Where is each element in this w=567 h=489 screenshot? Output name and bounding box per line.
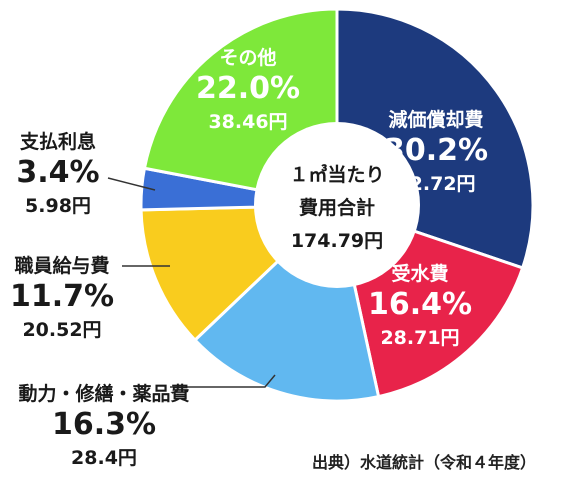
- slice-label-name-0: 減価償却費: [388, 108, 483, 131]
- center-label-line1: １㎥当たり: [289, 163, 384, 186]
- center-hole: [254, 122, 420, 288]
- center-label-line3: 174.79円: [291, 230, 383, 252]
- slice-label-percent-1: 16.4%: [368, 287, 472, 322]
- slice-label-percent-5: 22.0%: [196, 71, 300, 106]
- slice-label-name-4: 支払利息: [19, 130, 96, 153]
- slice-label-amount-0: 52.72円: [396, 173, 475, 195]
- slice-label-percent-2: 16.3%: [52, 407, 156, 442]
- slice-label-name-2: 動力・修繕・薬品費: [18, 382, 189, 405]
- slice-label-name-3: 職員給与費: [14, 254, 109, 277]
- leader-lines: [107, 177, 276, 388]
- leader-line-2: [170, 374, 276, 388]
- slice-label-percent-0: 30.2%: [384, 133, 488, 168]
- slice-label-amount-2: 28.4円: [71, 447, 137, 469]
- slice-label-name-1: 受水費: [391, 262, 448, 285]
- slice-label-amount-4: 5.98円: [25, 195, 91, 217]
- slice-label-name-5: その他: [219, 46, 276, 69]
- slice-labels: 減価償却費30.2%52.72円受水費16.4%28.71円動力・修繕・薬品費1…: [10, 46, 488, 469]
- slice-label-amount-5: 38.46円: [208, 111, 287, 133]
- leader-line-4: [107, 177, 156, 191]
- slice-label-percent-4: 3.4%: [16, 155, 99, 190]
- center-label-line2: 費用合計: [299, 196, 375, 219]
- slice-label-amount-3: 20.52円: [22, 319, 101, 341]
- slice-label-percent-3: 11.7%: [10, 279, 114, 314]
- source-note: 出典）水道統計（令和４年度）: [312, 453, 537, 472]
- slice-label-amount-1: 28.71円: [380, 327, 459, 349]
